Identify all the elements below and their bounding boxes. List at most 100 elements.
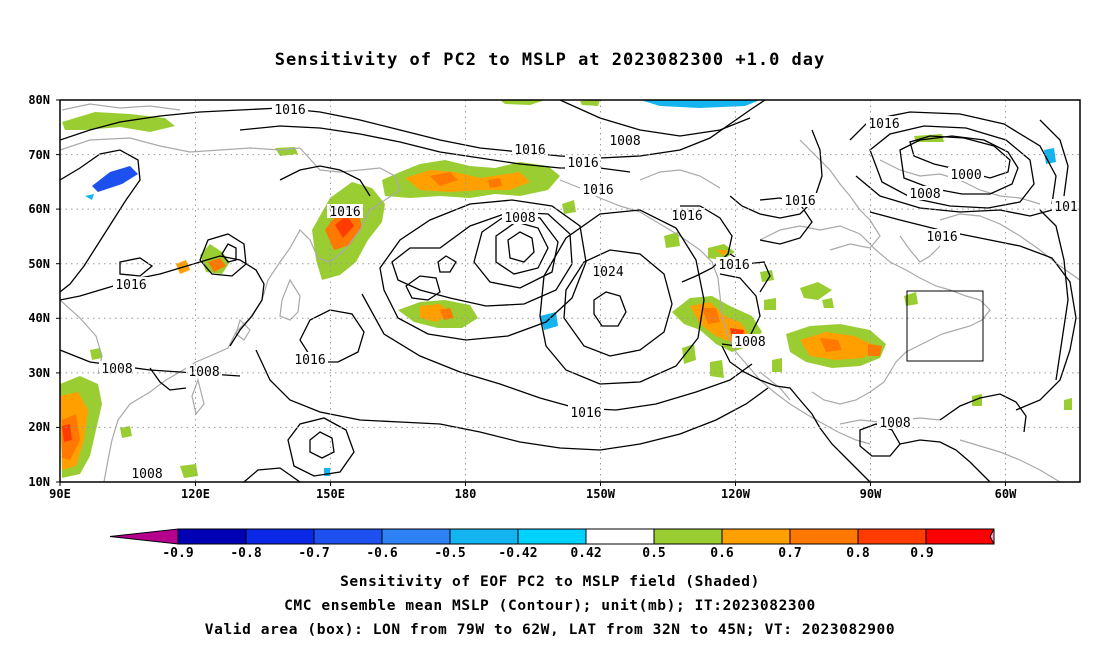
contour-label-background: [924, 229, 960, 243]
contour-label-background: [272, 102, 308, 116]
shade-negative: [640, 100, 760, 108]
colorbar-bin: [721, 528, 791, 545]
shade-negative: [85, 194, 94, 200]
shade-positive-high: [335, 215, 354, 238]
contour-label: 1024: [592, 265, 623, 280]
contour-label-background: [129, 466, 165, 480]
shade-negative: [540, 312, 558, 330]
lat-label: 50N: [28, 257, 50, 271]
lon-label: 60W: [995, 487, 1017, 501]
lon-label: 120E: [181, 487, 210, 501]
colorbar-tick-label: -0.42: [498, 546, 537, 561]
colorbar-bin: [245, 528, 315, 545]
contour-label: 1008: [131, 467, 162, 482]
shade-positive-mid: [440, 308, 454, 320]
colorbar: [109, 528, 995, 545]
colorbar-bin: [857, 528, 927, 545]
colorbar-tick-label: -0.8: [230, 546, 261, 561]
caption-valid-area: Valid area (box): LON from 79W to 62W, L…: [204, 622, 896, 638]
colorbar-arrow-high: [989, 528, 995, 545]
shade-positive: [800, 282, 832, 300]
colorbar-tick-label: 0.5: [642, 546, 665, 561]
shade-positive: [710, 360, 724, 378]
lon-label: 120W: [721, 487, 751, 501]
colorbar-bin: [313, 528, 383, 545]
contour-label-background: [948, 167, 984, 181]
contour-label: 1008: [101, 362, 132, 377]
shade-positive: [1064, 398, 1072, 410]
colorbar-tick-label: -0.7: [298, 546, 329, 561]
contour-label: 1016: [115, 278, 146, 293]
axis-ticks: [56, 99, 1006, 486]
colorbar-bin: [585, 528, 655, 545]
contour-label: 1016: [567, 156, 598, 171]
contour-label: 1008: [504, 211, 535, 226]
contour-label-background: [99, 361, 135, 375]
contour-label: 1008: [909, 187, 940, 202]
valid-area-box: [906, 290, 984, 362]
colorbar-bin: [789, 528, 859, 545]
shade-negative: [92, 166, 138, 192]
shade-positive: [904, 292, 918, 306]
contour-label: 1016: [868, 117, 899, 132]
contour-label-background: [716, 257, 752, 271]
colorbar-bin: [381, 528, 451, 545]
contour-labels: 1016 1008 1016 1016 1016 1016 1008 1016 1016 1024…: [99, 102, 1080, 482]
contour-label: 1008: [734, 335, 765, 350]
contour-label: 1016: [582, 183, 613, 198]
lon-label: 150W: [586, 487, 616, 501]
shade-positive: [664, 232, 680, 248]
longitude-labels: 90E 120E 150E 180 150W 120W 90W 60W: [49, 487, 1017, 501]
shade-positive-mid: [702, 308, 720, 324]
contour-label-background: [877, 415, 913, 429]
lat-label: 30N: [28, 366, 50, 380]
caption-shading: Sensitivity of EOF PC2 to MSLP field (Sh…: [340, 574, 760, 590]
contour-label-background: [113, 277, 149, 291]
colorbar-tick-label: 0.6: [710, 546, 734, 561]
contour-label-background: [292, 352, 328, 366]
colorbar-bin: [449, 528, 519, 545]
shade-positive: [120, 426, 132, 438]
contour-label: 1016: [514, 143, 545, 158]
shade-positive-mid: [488, 178, 502, 188]
shade-positive-mid: [430, 172, 458, 186]
contour-label-background: [512, 142, 548, 156]
shade-positive: [562, 200, 576, 214]
contour-label: 1000: [950, 168, 981, 183]
lon-label: 150E: [316, 487, 345, 501]
colorbar-bin: [177, 528, 247, 545]
lat-label: 70N: [28, 148, 50, 162]
contour-label: 1016: [294, 353, 325, 368]
shade-positive: [682, 344, 696, 364]
contour-label-background: [590, 264, 626, 278]
caption-contour: CMC ensemble mean MSLP (Contour); unit(m…: [284, 598, 816, 614]
contour-label: 1016: [784, 194, 815, 209]
shade-positive-mid: [820, 338, 842, 352]
shade-positive: [972, 394, 982, 406]
shade-positive: [822, 298, 834, 308]
shade-positive: [500, 100, 545, 105]
shade-positive: [90, 348, 102, 360]
contour-label: 1008: [609, 134, 640, 149]
contour-label: 1016: [329, 205, 360, 220]
lat-label: 10N: [28, 475, 50, 489]
map-frame: [59, 99, 1081, 483]
contour-label-background: [565, 155, 601, 169]
contour-label-background: [186, 364, 222, 378]
contour-label-background: [866, 116, 902, 130]
shade-positive: [180, 464, 198, 478]
contour-label: 1016: [671, 209, 702, 224]
lat-label: 40N: [28, 311, 50, 325]
contour-label: 1008: [879, 416, 910, 431]
shade-positive-low: [716, 250, 728, 256]
lon-label: 180: [455, 487, 477, 501]
colorbar-bin: [517, 528, 587, 545]
contour-label-background: [607, 133, 643, 147]
contour-label: 101: [1054, 200, 1077, 215]
mslp-contours: [60, 100, 1077, 482]
lat-label: 80N: [28, 93, 50, 107]
contour-label: 1016: [718, 258, 749, 273]
colorbar-labels: -0.9 -0.8 -0.7 -0.6 -0.5 -0.42 0.42 0.5 …: [162, 546, 933, 561]
shade-positive: [580, 100, 600, 106]
